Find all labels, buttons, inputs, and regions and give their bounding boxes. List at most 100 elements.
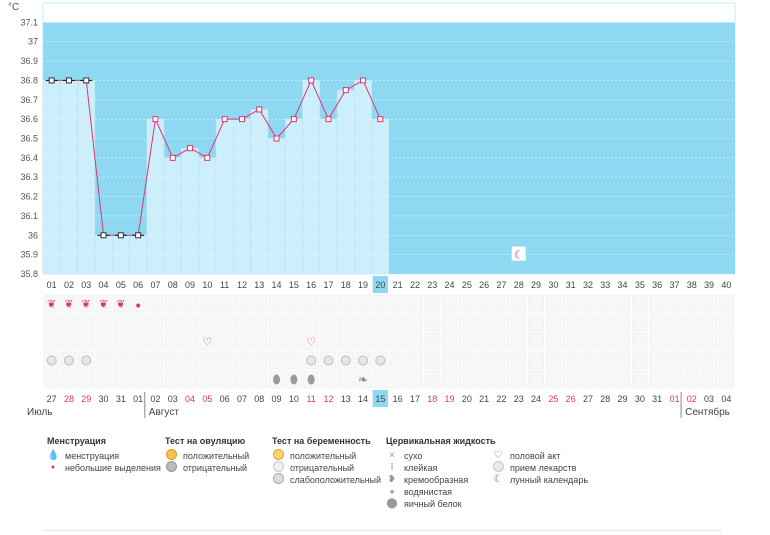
temp-column bbox=[250, 109, 269, 275]
calendar-date: 29 bbox=[618, 394, 628, 404]
marker-cell bbox=[78, 313, 95, 332]
marker-cell bbox=[424, 351, 441, 370]
legend-label: кремообразная bbox=[404, 475, 469, 485]
marker-cell bbox=[701, 332, 717, 351]
moon-icon: ☾ bbox=[493, 474, 503, 485]
marker-cell bbox=[666, 370, 683, 389]
marker-cell bbox=[683, 294, 700, 313]
menstruation-drop-icon: ❦ bbox=[82, 299, 91, 311]
marker-cell bbox=[545, 351, 562, 370]
calendar-date: 27 bbox=[583, 394, 593, 404]
temp-column bbox=[267, 138, 286, 275]
marker-cell bbox=[718, 370, 735, 389]
legend-label: яичный белок bbox=[404, 499, 462, 509]
marker-cell bbox=[545, 370, 562, 389]
x-tick-label: 36 bbox=[652, 280, 662, 290]
x-tick-label: 14 bbox=[272, 280, 282, 290]
marker-cell bbox=[199, 351, 216, 370]
y-tick-label: 36.8 bbox=[20, 75, 38, 85]
marker-cell bbox=[389, 313, 406, 332]
x-tick-label: 30 bbox=[548, 280, 558, 290]
x-tick-label: 09 bbox=[185, 280, 195, 290]
marker-cell bbox=[649, 351, 666, 370]
temp-point bbox=[187, 145, 194, 152]
marker-cell bbox=[61, 313, 77, 332]
marker-cell bbox=[631, 294, 648, 313]
x-tick-label: 07 bbox=[150, 280, 160, 290]
marker-cell bbox=[424, 370, 441, 389]
y-tick-label: 36.2 bbox=[20, 192, 38, 202]
calendar-date: 01 bbox=[669, 394, 679, 404]
legend-label: отрицательный bbox=[290, 463, 355, 473]
calendar-date: 25 bbox=[548, 394, 558, 404]
pregnancy-negative-icon bbox=[81, 355, 92, 366]
marker-cell bbox=[597, 332, 614, 351]
legend-pregnancy: Тест на беременность положительный отриц… bbox=[272, 436, 381, 486]
pregnancy-negative-icon bbox=[340, 355, 351, 366]
marker-cell bbox=[389, 351, 406, 370]
watery-icon: ● bbox=[389, 487, 395, 496]
marker-cell bbox=[424, 313, 441, 332]
marker-cell bbox=[355, 313, 371, 332]
bbt-chart: 35.8 35.9 36 36.1 36.2 36.3 36.4 36.5 36.6 36.7 36… bbox=[8, 2, 736, 418]
x-tick-label: 31 bbox=[566, 280, 576, 290]
calendar-date: 09 bbox=[272, 394, 282, 404]
marker-cell bbox=[43, 313, 60, 332]
marker-cell bbox=[389, 294, 406, 313]
legend-label: небольшие выделения bbox=[65, 463, 161, 473]
marker-cell bbox=[199, 313, 216, 332]
legend-title-ovulation: Тест на овуляцию bbox=[165, 436, 246, 446]
marker-cell bbox=[631, 370, 648, 389]
y-tick-label: 35.8 bbox=[20, 269, 38, 279]
dry-icon: × bbox=[389, 450, 395, 461]
marker-cell bbox=[147, 332, 164, 351]
marker-cell bbox=[251, 294, 268, 313]
marker-cell bbox=[666, 351, 683, 370]
marker-cell bbox=[407, 313, 423, 332]
marker-cell bbox=[614, 370, 631, 389]
marker-cell bbox=[649, 370, 666, 389]
y-tick-label: 37.1 bbox=[20, 17, 38, 27]
marker-cell bbox=[251, 332, 268, 351]
marker-cell bbox=[216, 313, 233, 332]
marker-cell bbox=[580, 351, 596, 370]
marker-cell bbox=[112, 332, 129, 351]
calendar-date: 03 bbox=[168, 394, 178, 404]
legend-label: сухо bbox=[404, 451, 423, 461]
pregnancy-negative-icon bbox=[323, 355, 334, 366]
calendar-date: 31 bbox=[652, 394, 662, 404]
marker-cell bbox=[95, 370, 112, 389]
calendar-date: 22 bbox=[496, 394, 506, 404]
marker-cell bbox=[562, 351, 579, 370]
y-tick-label: 36.7 bbox=[20, 95, 38, 105]
menstruation-drop-icon: ❦ bbox=[64, 299, 73, 311]
marker-cell bbox=[130, 332, 147, 351]
legend-item-creamy: ❥ кремообразная bbox=[386, 474, 496, 486]
x-tick-label: 25 bbox=[462, 280, 472, 290]
pregnancy-negative-icon bbox=[46, 355, 57, 366]
calendar-date: 30 bbox=[99, 394, 109, 404]
legend-item-lunar: ☾ лунный календарь bbox=[492, 474, 589, 486]
legend-item-medication: прием лекарств bbox=[492, 460, 588, 474]
marker-cell bbox=[510, 351, 527, 370]
legend-label: положительный bbox=[183, 451, 250, 461]
legend-other: ♡ половой акт прием лекарств ☾ лунный кале… bbox=[492, 450, 588, 486]
marker-cell bbox=[303, 294, 320, 313]
x-tick-label: 17 bbox=[323, 280, 333, 290]
marker-cell bbox=[493, 313, 510, 332]
legend-item-dry: × сухо bbox=[386, 450, 496, 462]
marker-cell bbox=[78, 332, 95, 351]
marker-cell bbox=[251, 313, 268, 332]
x-tick-label: 12 bbox=[237, 280, 247, 290]
marker-cell bbox=[95, 294, 112, 313]
pregnancy-negative-icon bbox=[272, 460, 284, 476]
calendar-date: 04 bbox=[721, 394, 731, 404]
marker-cell bbox=[510, 370, 527, 389]
marker-cell bbox=[493, 370, 510, 389]
marker-cell bbox=[580, 294, 596, 313]
marker-cell bbox=[424, 294, 441, 313]
marker-cell bbox=[545, 332, 562, 351]
marker-cell bbox=[562, 370, 579, 389]
marker-cell bbox=[389, 370, 406, 389]
